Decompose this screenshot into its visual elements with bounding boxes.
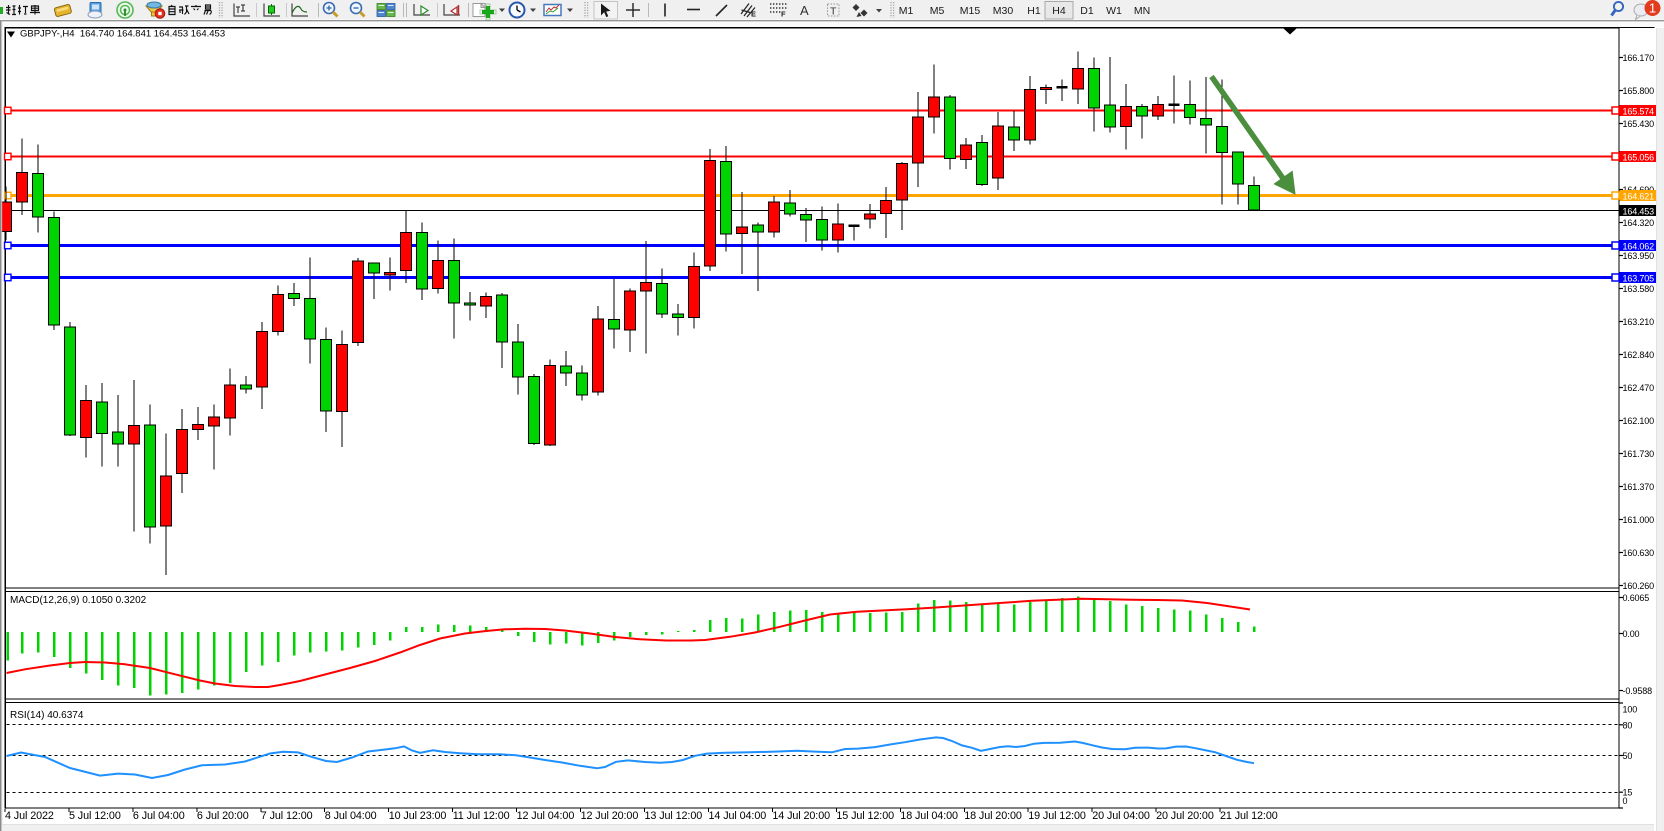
svg-text:164.062: 164.062 bbox=[1623, 242, 1655, 252]
svg-text:MACD(12,26,9) 0.1050 0.3202: MACD(12,26,9) 0.1050 0.3202 bbox=[10, 595, 147, 606]
svg-text:50: 50 bbox=[1623, 751, 1633, 761]
svg-text:20 Jul 04:00: 20 Jul 04:00 bbox=[1092, 810, 1150, 822]
svg-text:19 Jul 12:00: 19 Jul 12:00 bbox=[1028, 810, 1086, 822]
svg-text:161.370: 161.370 bbox=[1623, 482, 1655, 492]
svg-text:1: 1 bbox=[1649, 1, 1656, 16]
svg-text:165.056: 165.056 bbox=[1623, 153, 1655, 163]
svg-text:0: 0 bbox=[1623, 796, 1628, 806]
svg-text:80: 80 bbox=[1623, 720, 1633, 730]
svg-text:165.430: 165.430 bbox=[1623, 119, 1655, 129]
svg-text:H1: H1 bbox=[1027, 5, 1041, 17]
svg-text:164.621: 164.621 bbox=[1623, 192, 1655, 202]
svg-text:A: A bbox=[800, 3, 809, 18]
svg-text:163.210: 163.210 bbox=[1623, 317, 1655, 327]
svg-text:6 Jul 04:00: 6 Jul 04:00 bbox=[133, 810, 185, 822]
svg-text:163.950: 163.950 bbox=[1623, 251, 1655, 261]
svg-text:160.260: 160.260 bbox=[1623, 581, 1655, 591]
svg-text:162.470: 162.470 bbox=[1623, 383, 1655, 393]
svg-text:W1: W1 bbox=[1106, 5, 1122, 17]
svg-text:-0.9588: -0.9588 bbox=[1623, 686, 1653, 696]
svg-text:164.453: 164.453 bbox=[1623, 207, 1655, 217]
svg-text:M5: M5 bbox=[930, 5, 945, 17]
svg-text:F: F bbox=[781, 10, 786, 19]
svg-text:6 Jul 20:00: 6 Jul 20:00 bbox=[197, 810, 249, 822]
svg-text:5 Jul 12:00: 5 Jul 12:00 bbox=[69, 810, 121, 822]
svg-text:18 Jul 20:00: 18 Jul 20:00 bbox=[964, 810, 1022, 822]
svg-text:12 Jul 20:00: 12 Jul 20:00 bbox=[581, 810, 639, 822]
svg-text:0.00: 0.00 bbox=[1623, 629, 1640, 639]
svg-text:15 Jul 12:00: 15 Jul 12:00 bbox=[836, 810, 894, 822]
svg-text:15: 15 bbox=[1623, 788, 1633, 798]
svg-text:165.800: 165.800 bbox=[1623, 86, 1655, 96]
svg-text:21 Jul 12:00: 21 Jul 12:00 bbox=[1220, 810, 1278, 822]
svg-text:M1: M1 bbox=[899, 5, 914, 17]
svg-text:E: E bbox=[751, 10, 756, 19]
svg-text:M15: M15 bbox=[960, 5, 981, 17]
svg-text:11 Jul 12:00: 11 Jul 12:00 bbox=[453, 810, 510, 822]
svg-text:161.000: 161.000 bbox=[1623, 515, 1655, 525]
svg-text:165.574: 165.574 bbox=[1623, 107, 1655, 117]
svg-text:T: T bbox=[830, 6, 837, 18]
svg-text:0.6065: 0.6065 bbox=[1623, 593, 1650, 603]
svg-text:13 Jul 12:00: 13 Jul 12:00 bbox=[645, 810, 703, 822]
svg-text:100: 100 bbox=[1623, 705, 1638, 715]
svg-text:164.320: 164.320 bbox=[1623, 218, 1655, 228]
svg-text:162.100: 162.100 bbox=[1623, 416, 1655, 426]
svg-text:D1: D1 bbox=[1080, 5, 1094, 17]
svg-text:14 Jul 04:00: 14 Jul 04:00 bbox=[709, 810, 767, 822]
svg-text:8 Jul 04:00: 8 Jul 04:00 bbox=[325, 810, 377, 822]
svg-text:MN: MN bbox=[1134, 5, 1150, 17]
svg-text:12 Jul 04:00: 12 Jul 04:00 bbox=[517, 810, 575, 822]
svg-text:161.730: 161.730 bbox=[1623, 449, 1655, 459]
svg-text:18 Jul 04:00: 18 Jul 04:00 bbox=[900, 810, 958, 822]
svg-text:20 Jul 20:00: 20 Jul 20:00 bbox=[1156, 810, 1214, 822]
svg-text:GBPJPY-,H4 164.740 164.841 16: GBPJPY-,H4 164.740 164.841 164.453 164.4… bbox=[20, 29, 225, 40]
svg-text:H4: H4 bbox=[1052, 5, 1066, 17]
svg-text:162.840: 162.840 bbox=[1623, 350, 1655, 360]
svg-text:163.580: 163.580 bbox=[1623, 284, 1655, 294]
svg-text:7 Jul 12:00: 7 Jul 12:00 bbox=[261, 810, 313, 822]
svg-text:10 Jul 23:00: 10 Jul 23:00 bbox=[389, 810, 447, 822]
svg-text:166.170: 166.170 bbox=[1623, 53, 1655, 63]
svg-text:4 Jul 2022: 4 Jul 2022 bbox=[5, 810, 54, 822]
svg-text:163.705: 163.705 bbox=[1623, 274, 1655, 284]
svg-text:160.630: 160.630 bbox=[1623, 548, 1655, 558]
svg-text:RSI(14) 40.6374: RSI(14) 40.6374 bbox=[10, 710, 84, 721]
svg-text:M30: M30 bbox=[993, 5, 1014, 17]
svg-text:14 Jul 20:00: 14 Jul 20:00 bbox=[772, 810, 830, 822]
